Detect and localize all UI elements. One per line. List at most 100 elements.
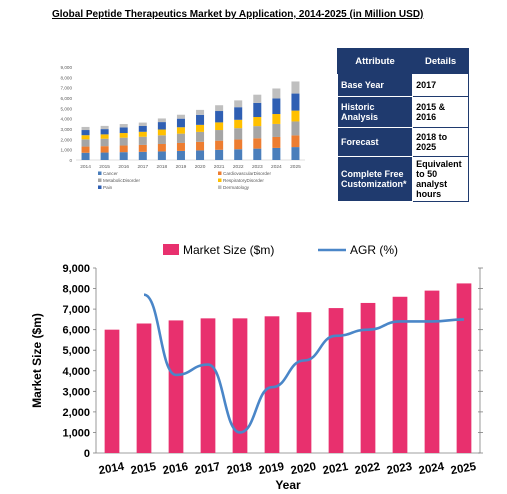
stacked-bar-segment <box>291 110 300 122</box>
stacked-bar-segment <box>119 137 128 146</box>
stacked-bar-segment <box>234 149 243 160</box>
stacked-bar-segment <box>196 109 205 115</box>
y-tick-label: 2,000 <box>62 407 90 419</box>
table-cell-details: 2015 & 2016 <box>412 96 469 128</box>
stacked-bar-segment <box>157 122 166 130</box>
x-tick-label: 2022 <box>233 164 244 170</box>
x-tick-label: 2017 <box>137 164 148 170</box>
market-size-bar <box>392 296 408 453</box>
stacked-bar-segment <box>253 94 262 103</box>
legend-label: RespiratoryDisorder <box>223 178 264 183</box>
stacked-bar-segment <box>215 140 224 150</box>
stacked-bar-segment <box>81 152 90 160</box>
stacked-bar-segment <box>253 148 262 160</box>
table-cell-details: 2018 to 2025 <box>412 127 469 157</box>
stacked-bar-segment <box>253 138 262 149</box>
stacked-bar-segment <box>138 126 147 132</box>
y-tick-label: 8,000 <box>61 75 73 80</box>
x-tick-label: 2025 <box>450 461 478 477</box>
x-tick-label: 2023 <box>252 164 263 170</box>
stacked-bar-segment <box>215 149 224 160</box>
stacked-bar-segment <box>119 152 128 160</box>
x-tick-label: 2024 <box>418 461 446 477</box>
stacked-bar-segment <box>176 114 185 119</box>
legend-label: Dermatology <box>223 185 250 190</box>
y-tick-label: 4,000 <box>62 366 90 378</box>
stacked-bar-segment <box>253 126 262 139</box>
stacked-bar-segment <box>196 114 205 125</box>
market-size-bar <box>264 316 280 453</box>
x-tick-label: 2023 <box>386 461 413 477</box>
y-tick-label: 7,000 <box>62 304 90 316</box>
table-header-details: Details <box>412 48 469 74</box>
y-tick-label: 5,000 <box>61 106 73 111</box>
stacked-bar-segment <box>81 126 90 131</box>
stacked-bar-segment <box>234 128 243 140</box>
stacked-bar-segment <box>291 121 300 136</box>
stacked-bar-segment <box>157 143 166 152</box>
stacked-bar-segment <box>196 131 205 142</box>
stacked-bar-segment <box>138 151 147 160</box>
stacked-bar-segment <box>291 135 300 148</box>
y-tick-label: 7,000 <box>61 86 73 91</box>
stacked-bar-segment <box>196 141 205 151</box>
stacked-bar-segment <box>176 150 185 160</box>
y-axis-title: Market Size ($m) <box>30 313 44 408</box>
stacked-bar-segment <box>272 147 281 160</box>
attribute-table: Attribute Details Base Year 2017 Histori… <box>336 48 469 202</box>
stacked-bar-segment <box>119 133 128 138</box>
x-tick-label: 2014 <box>80 164 91 170</box>
legend-swatch <box>218 171 222 175</box>
table-cell-attribute: Historic Analysis <box>336 96 414 128</box>
y-tick-label: 0 <box>69 158 72 163</box>
table-row: Forecast 2018 to 2025 <box>336 127 469 157</box>
market-size-bar <box>136 323 152 453</box>
stacked-bar-segment <box>100 125 109 130</box>
legend-label: Cancer <box>103 171 118 176</box>
table-row: Base Year 2017 <box>336 73 469 97</box>
legend-label: Pain <box>103 185 113 190</box>
y-tick-label: 4,000 <box>61 117 73 122</box>
y-tick-label: 9,000 <box>61 65 73 70</box>
stacked-bar-segment <box>157 129 166 136</box>
legend-swatch <box>218 178 222 182</box>
x-tick-label: 2020 <box>195 164 206 170</box>
table-cell-attribute: Base Year <box>336 73 414 97</box>
legend-label-agr: AGR (%) <box>350 243 398 257</box>
x-tick-label: 2015 <box>99 164 110 170</box>
stacked-bar-segment <box>253 117 262 127</box>
stacked-bar-segment <box>81 139 90 147</box>
x-tick-label: 2021 <box>214 164 225 170</box>
stacked-bar-segment <box>100 134 109 139</box>
stacked-bar-segment <box>138 136 147 145</box>
stacked-bar-segment <box>253 102 262 118</box>
stacked-bar-segment <box>234 139 243 150</box>
market-size-bar <box>296 312 312 453</box>
x-tick-label: 2015 <box>130 461 158 477</box>
table-cell-details: 2017 <box>412 73 469 97</box>
stacked-bar-segment <box>100 129 109 135</box>
stacked-bar-segment <box>196 124 205 132</box>
legend-swatch <box>98 171 102 175</box>
x-tick-label: 2024 <box>271 164 282 170</box>
market-size-bar <box>200 318 216 453</box>
stacked-bar-segment <box>272 123 281 137</box>
stacked-bar-segment <box>215 122 224 131</box>
stacked-bar-segment <box>100 138 109 147</box>
market-size-bar <box>456 283 472 453</box>
y-tick-label: 9,000 <box>62 263 90 275</box>
y-tick-label: 1,000 <box>62 427 90 439</box>
table-header-attribute: Attribute <box>336 48 414 74</box>
stacked-bar-segment <box>272 114 281 124</box>
stacked-bar-segment <box>291 81 300 94</box>
legend-swatch <box>98 185 102 189</box>
stacked-bar-segment <box>176 142 185 151</box>
y-tick-label: 8,000 <box>62 284 90 296</box>
stacked-bar-segment <box>100 146 109 153</box>
stacked-bar-segment <box>234 100 243 108</box>
x-tick-label: 2016 <box>162 461 189 477</box>
x-axis-title: Year <box>275 478 301 492</box>
table-row: Complete Free Customization* Equivalent … <box>336 156 469 202</box>
x-tick-label: 2019 <box>258 461 285 477</box>
market-size-bar <box>424 290 440 453</box>
